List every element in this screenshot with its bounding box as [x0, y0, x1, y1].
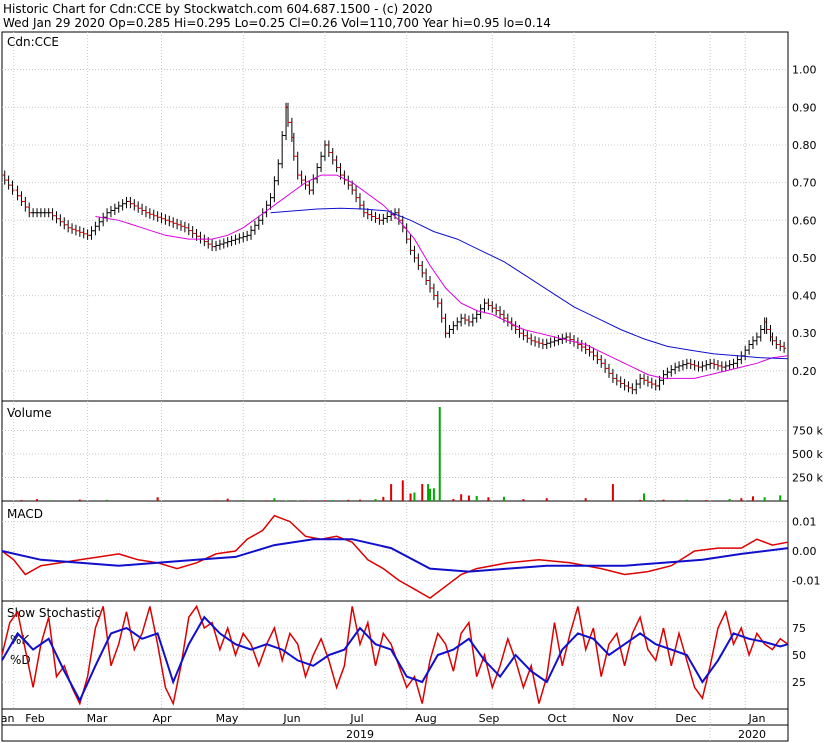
price-tick-label: 0.50 [792, 252, 817, 265]
macd-lines [1, 514, 789, 599]
chart-header-line1: Historic Chart for Cdn:CCE by Stockwatch… [3, 2, 433, 16]
stochastic-tick-label: 75 [792, 622, 806, 635]
stochastic-lines [1, 604, 789, 706]
macd-panel-title: MACD [7, 507, 43, 521]
x-month-label: Oct [547, 712, 567, 725]
x-month-label: May [216, 712, 239, 725]
volume-tick-label: 250 k [792, 472, 823, 485]
stochastic-d-line [1, 615, 789, 703]
x-month-label: Sep [479, 712, 500, 725]
price-bars [2, 102, 787, 395]
macd-tick-label: -0.01 [792, 574, 820, 587]
stochastic-tick-label: 50 [792, 649, 806, 662]
macd-tick-label: 0.01 [792, 516, 817, 529]
x-month-label: Mar [87, 712, 108, 725]
axis-labels: Jan Feb Mar Apr May Jun Jul Aug Sep Oct Nov Dec Jan 2… [0, 64, 823, 741]
x-month-label: Aug [415, 712, 436, 725]
stochastic-legend-d: %D [10, 653, 31, 667]
macd-line [1, 514, 789, 599]
stochastic-tick-label: 25 [792, 676, 806, 689]
macd-tick-label: 0.00 [792, 545, 817, 558]
price-tick-label: 0.40 [792, 290, 817, 303]
x-month-label: Jun [282, 712, 300, 725]
moving-average-short-line [95, 174, 789, 379]
moving-averages [95, 174, 789, 379]
x-month-label: Jul [349, 712, 363, 725]
moving-average-long-line [270, 207, 789, 360]
macd-signal-line [1, 538, 789, 573]
x-month-label: Feb [25, 712, 44, 725]
price-tick-label: 0.80 [792, 139, 817, 152]
x-month-label: Apr [152, 712, 172, 725]
gridlines [2, 32, 788, 741]
stochastic-panel-title: Slow Stochastic [7, 606, 101, 620]
price-tick-label: 0.60 [792, 214, 817, 227]
x-month-label: Jan [748, 712, 766, 725]
price-tick-label: 0.20 [792, 365, 817, 378]
x-month-label: Jan [0, 712, 15, 725]
price-tick-label: 0.90 [792, 101, 817, 114]
price-tick-label: 0.30 [792, 327, 817, 340]
price-panel-title: Cdn:CCE [7, 35, 59, 49]
volume-bars [20, 407, 782, 501]
chart-header-line2: Wed Jan 29 2020 Op=0.285 Hi=0.295 Lo=0.2… [3, 16, 551, 30]
volume-tick-label: 750 k [792, 425, 823, 438]
x-month-label: Dec [675, 712, 696, 725]
x-year-label: 2019 [346, 728, 374, 741]
volume-panel-title: Volume [7, 406, 52, 420]
volume-tick-label: 500 k [792, 448, 823, 461]
x-year-label: 2020 [738, 728, 766, 741]
price-tick-label: 1.00 [792, 64, 817, 77]
price-tick-label: 0.70 [792, 177, 817, 190]
x-month-label: Nov [612, 712, 634, 725]
